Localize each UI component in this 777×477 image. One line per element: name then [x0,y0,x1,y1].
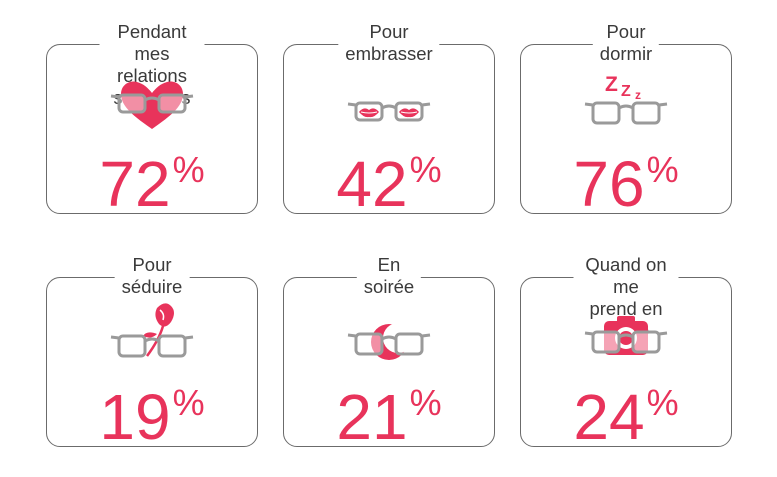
sleep-zzz-glasses-icon: Z Z z [584,73,668,125]
stat-card-sleep: Pour dormir Z Z z 76% [520,21,732,219]
svg-text:Z: Z [605,73,618,96]
svg-text:Z: Z [621,83,631,100]
percentage-value: 19% [99,381,205,453]
card-title: Pour dormir [592,21,660,65]
stat-card-sex: Pendant mes relations sexuelles 72% [46,21,258,219]
percentage-value: 72% [99,148,205,220]
percentage-value: 21% [336,381,442,453]
camera-glasses-icon [584,316,668,355]
card-title: Quand on me prend en photo [573,254,679,342]
stat-card-seduce: Pour séduire 19% [46,254,258,452]
stat-card-photo: Quand on me prend en photo 24% [520,254,732,452]
card-title: Pour séduire [114,254,190,298]
card-title: Pour embrasser [338,21,440,65]
svg-text:z: z [635,88,641,102]
card-title: En soirée [356,254,422,298]
heart-glasses-icon [110,81,194,129]
stat-card-kiss: Pour embrasser 42% [283,21,495,219]
kiss-lips-glasses-icon [347,101,431,122]
percentage-value: 24% [573,381,679,453]
moon-glasses-icon [347,323,431,360]
rose-glasses-icon [110,303,194,358]
stat-card-party: En soirée 21% [283,254,495,452]
percentage-value: 76% [573,148,679,220]
percentage-value: 42% [336,148,442,220]
